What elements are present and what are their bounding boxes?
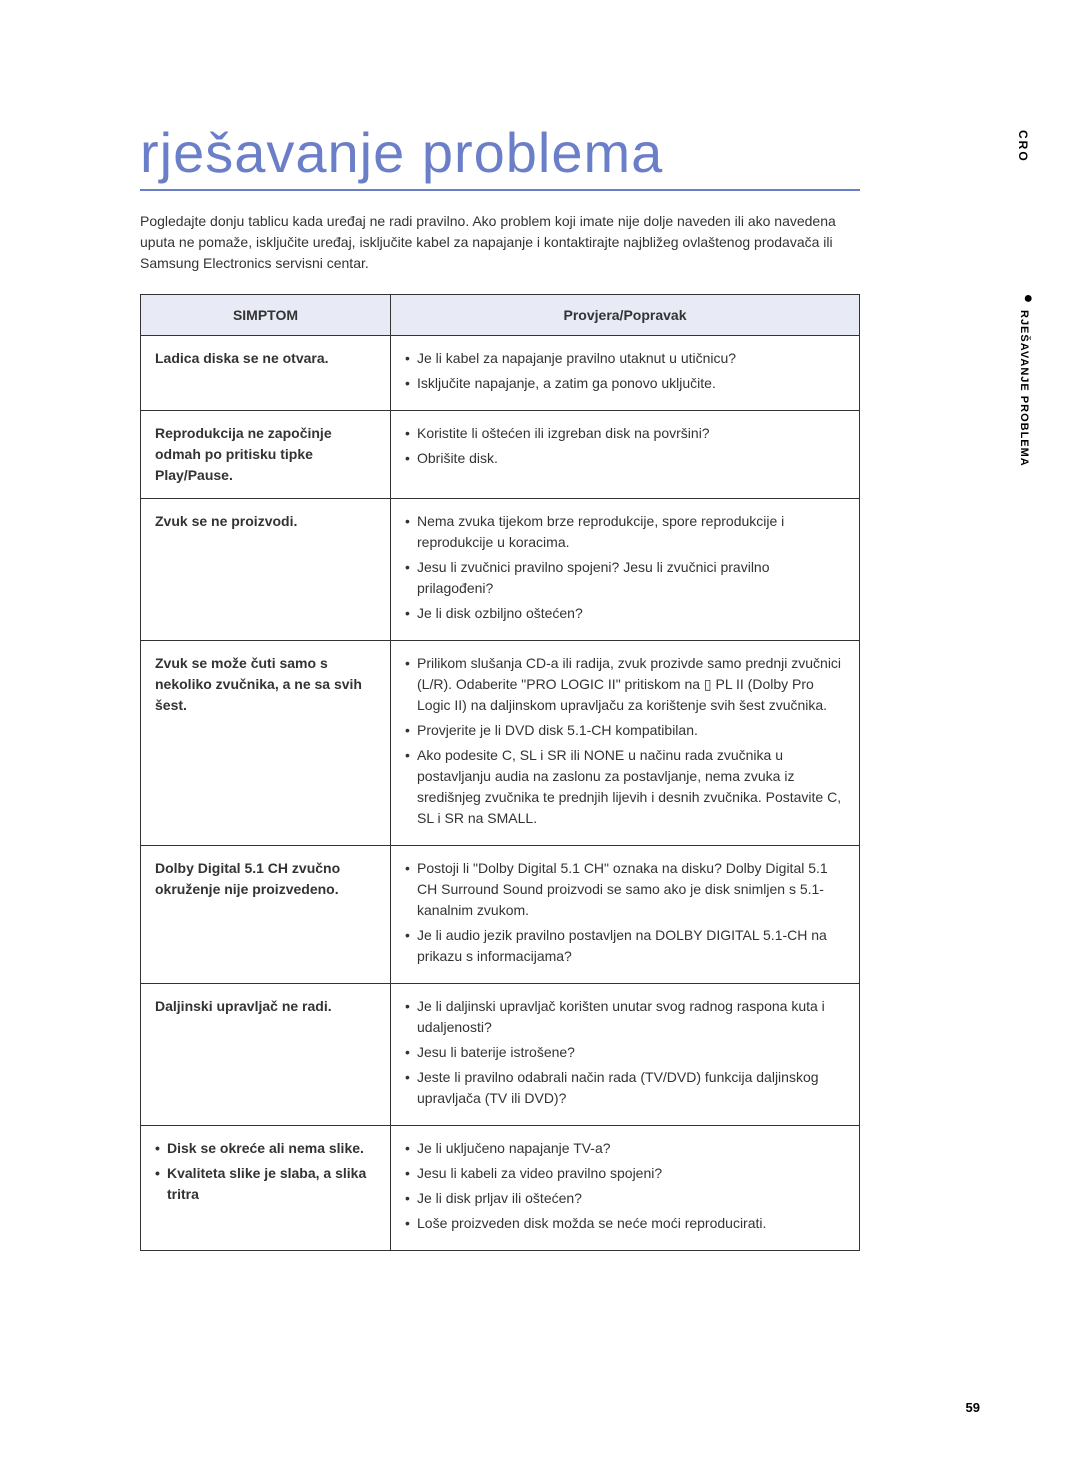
check-item: Je li uključeno napajanje TV-a? xyxy=(405,1138,845,1159)
check-cell: Nema zvuka tijekom brze reprodukcije, sp… xyxy=(391,499,860,641)
symptom-cell: Zvuk se ne proizvodi. xyxy=(141,499,391,641)
page-title: rješavanje problema xyxy=(140,120,860,191)
table-row: Dolby Digital 5.1 CH zvučno okruženje ni… xyxy=(141,846,860,984)
check-item: Ako podesite C, SL i SR ili NONE u način… xyxy=(405,745,845,829)
side-language-label: CRO xyxy=(1016,130,1030,163)
check-cell: Koristite li oštećen ili izgreban disk n… xyxy=(391,411,860,499)
check-item: Nema zvuka tijekom brze reprodukcije, sp… xyxy=(405,511,845,553)
intro-paragraph: Pogledajte donju tablicu kada uređaj ne … xyxy=(140,211,860,274)
page-number: 59 xyxy=(966,1400,980,1415)
check-item: Loše proizveden disk možda se neće moći … xyxy=(405,1213,845,1234)
check-item: Provjerite je li DVD disk 5.1-CH kompati… xyxy=(405,720,845,741)
symptom-cell: Daljinski upravljač ne radi. xyxy=(141,984,391,1126)
table-row: Disk se okreće ali nema slike. Kvaliteta … xyxy=(141,1126,860,1251)
table-row: Ladica diska se ne otvara. Je li kabel za… xyxy=(141,336,860,411)
check-item: Isključite napajanje, a zatim ga ponovo … xyxy=(405,373,845,394)
symptom-item: Kvaliteta slike je slaba, a slika tritra xyxy=(155,1163,376,1205)
check-cell: Je li kabel za napajanje pravilno utaknu… xyxy=(391,336,860,411)
symptom-cell: Ladica diska se ne otvara. xyxy=(141,336,391,411)
check-item: Postoji li "Dolby Digital 5.1 CH" oznaka… xyxy=(405,858,845,921)
table-header-check: Provjera/Popravak xyxy=(391,295,860,336)
troubleshooting-table: SIMPTOM Provjera/Popravak Ladica diska s… xyxy=(140,294,860,1251)
symptom-cell: Disk se okreće ali nema slike. Kvaliteta … xyxy=(141,1126,391,1251)
check-item: Obrišite disk. xyxy=(405,448,845,469)
check-item: Je li disk ozbiljno oštećen? xyxy=(405,603,845,624)
symptom-cell: Dolby Digital 5.1 CH zvučno okruženje ni… xyxy=(141,846,391,984)
check-item: Prilikom slušanja CD-a ili radija, zvuk … xyxy=(405,653,845,716)
side-section-label: RJEŠAVANJE PROBLEMA xyxy=(1018,310,1030,467)
symptom-cell: Reprodukcija ne započinje odmah po priti… xyxy=(141,411,391,499)
table-row: Zvuk se može čuti samo s nekoliko zvučni… xyxy=(141,641,860,846)
side-bullet-icon: ● xyxy=(1023,290,1033,308)
check-item: Je li daljinski upravljač korišten unuta… xyxy=(405,996,845,1038)
check-item: Je li disk prljav ili oštećen? xyxy=(405,1188,845,1209)
table-row: Daljinski upravljač ne radi. Je li daljin… xyxy=(141,984,860,1126)
symptom-item: Disk se okreće ali nema slike. xyxy=(155,1138,376,1159)
check-cell: Je li daljinski upravljač korišten unuta… xyxy=(391,984,860,1126)
check-item: Jesu li kabeli za video pravilno spojeni… xyxy=(405,1163,845,1184)
symptom-cell: Zvuk se može čuti samo s nekoliko zvučni… xyxy=(141,641,391,846)
check-item: Je li audio jezik pravilno postavljen na… xyxy=(405,925,845,967)
check-item: Jesu li baterije istrošene? xyxy=(405,1042,845,1063)
check-item: Jesu li zvučnici pravilno spojeni? Jesu … xyxy=(405,557,845,599)
table-row: Reprodukcija ne započinje odmah po priti… xyxy=(141,411,860,499)
table-header-symptom: SIMPTOM xyxy=(141,295,391,336)
check-item: Je li kabel za napajanje pravilno utaknu… xyxy=(405,348,845,369)
check-cell: Prilikom slušanja CD-a ili radija, zvuk … xyxy=(391,641,860,846)
check-cell: Postoji li "Dolby Digital 5.1 CH" oznaka… xyxy=(391,846,860,984)
table-row: Zvuk se ne proizvodi. Nema zvuka tijekom … xyxy=(141,499,860,641)
check-item: Jeste li pravilno odabrali način rada (T… xyxy=(405,1067,845,1109)
check-item: Koristite li oštećen ili izgreban disk n… xyxy=(405,423,845,444)
table-body: Ladica diska se ne otvara. Je li kabel za… xyxy=(141,336,860,1251)
check-cell: Je li uključeno napajanje TV-a? Jesu li k… xyxy=(391,1126,860,1251)
